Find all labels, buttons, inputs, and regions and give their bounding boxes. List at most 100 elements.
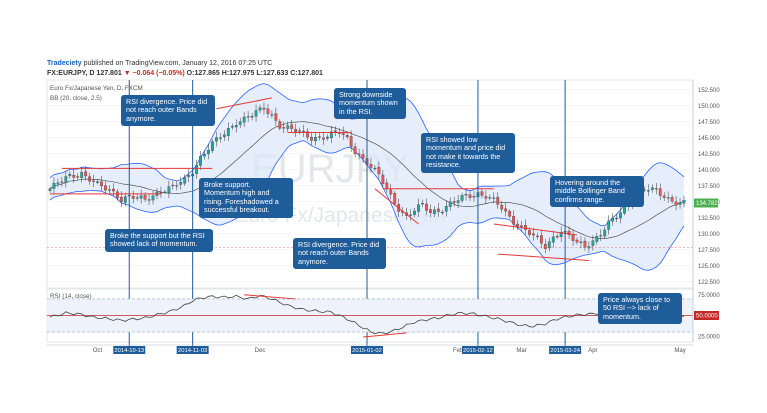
candle-body <box>480 191 484 196</box>
candle-body <box>619 212 622 219</box>
time-tick-label: Feb <box>453 348 464 354</box>
candle-body <box>135 197 139 199</box>
candle-body <box>199 155 202 166</box>
candle-body <box>207 150 210 155</box>
candle-body <box>524 224 527 230</box>
candle-body <box>123 196 127 203</box>
candle-body <box>425 203 428 211</box>
time-tick-label: Mar <box>516 348 526 354</box>
price-tick-label: 127.500 <box>698 248 720 254</box>
trend-line <box>493 223 578 236</box>
trend-line <box>497 253 589 261</box>
candle-body <box>222 134 226 138</box>
candle-body <box>318 136 321 138</box>
price-tick-label: 137.500 <box>698 184 720 190</box>
date-marker-tag <box>113 346 146 354</box>
candle-body <box>508 211 512 217</box>
candle-body <box>464 194 468 196</box>
price-tick-label: 125.000 <box>698 264 720 270</box>
candle-body <box>143 195 147 200</box>
candle-body <box>139 195 143 199</box>
candle-body <box>345 135 349 138</box>
candle-body <box>575 239 579 243</box>
published-text: published on TradingView.com, January 12… <box>83 60 273 67</box>
candle-body <box>322 137 325 140</box>
candle-body <box>56 182 60 184</box>
callout-rsi-divergence-bottom: RSI divergence. Price did not reach oute… <box>293 238 386 270</box>
publisher-name[interactable]: Tradeciety <box>47 60 82 67</box>
callout-rsi-divergence-top: RSI divergence. Price did not reach oute… <box>121 95 215 127</box>
price-tick-label: 140.000 <box>698 168 720 174</box>
candle-body <box>52 182 56 189</box>
time-tick-label: Apr <box>588 348 597 354</box>
candle-body <box>48 188 52 191</box>
candle-body <box>187 175 191 177</box>
price-tick-label: 145.000 <box>698 136 720 142</box>
candle-body <box>258 107 262 111</box>
candle-body <box>68 174 72 176</box>
candle-body <box>270 114 274 116</box>
candle-body <box>484 196 488 199</box>
callout-low-momentum: RSI showed low momentum and price did no… <box>421 133 515 173</box>
candle-body <box>282 127 286 129</box>
candle-body <box>539 235 543 244</box>
symbol: FX:EURJPY, D <box>47 70 95 77</box>
price-tick-label: 150.000 <box>698 104 720 110</box>
candle-body <box>215 137 218 142</box>
candle-body <box>409 214 412 216</box>
rsi-line <box>49 294 685 335</box>
date-marker-tag <box>461 346 494 354</box>
candles <box>48 102 686 254</box>
candle-body <box>115 191 119 199</box>
candle-body <box>349 136 353 147</box>
candle-body <box>567 230 571 235</box>
candle-body <box>512 216 515 225</box>
callout-downside-momentum: Strong downside momentum shown in the RS… <box>334 88 406 120</box>
candle-body <box>500 204 504 210</box>
date-marker-tag <box>549 346 582 354</box>
candle-body <box>310 136 313 141</box>
candle-body <box>516 223 519 227</box>
candle-body <box>436 208 440 212</box>
candle-body <box>658 188 662 196</box>
low-value: L:127.633 <box>256 70 289 77</box>
trend-line <box>216 97 272 110</box>
candle-body <box>230 126 234 128</box>
candle-body <box>543 243 547 249</box>
candle-body <box>286 125 290 129</box>
candle-body <box>381 174 385 185</box>
candle-body <box>254 110 258 117</box>
price-tick-label: 130.000 <box>698 232 720 238</box>
candle-body <box>163 191 167 193</box>
candle-body <box>294 129 298 132</box>
candle-body <box>682 200 686 204</box>
candle-body <box>195 165 198 174</box>
candle-body <box>112 188 115 192</box>
candle-body <box>599 235 603 237</box>
candle-body <box>96 181 99 183</box>
candle-body <box>242 116 246 123</box>
candle-body <box>611 217 615 222</box>
rsi-divergence-line <box>362 332 407 338</box>
candle-body <box>100 181 103 187</box>
symbol-info: FX:EURJPY, D 127.801 ▼ −0.064 (−0.05%) O… <box>47 70 323 77</box>
candle-body <box>444 205 448 212</box>
callout-broke-support: Broke support. Momentum high and rising.… <box>199 178 293 218</box>
candle-body <box>579 241 583 243</box>
candle-body <box>385 182 389 190</box>
candle-body <box>528 230 531 235</box>
candle-body <box>211 141 214 151</box>
candle-body <box>357 153 361 155</box>
bb-legend: BB (20, close, 2.5) <box>50 95 102 102</box>
candle-body <box>314 137 317 142</box>
date-marker-tag <box>351 346 383 354</box>
candle-body <box>603 229 607 237</box>
candle-body <box>496 196 500 205</box>
candle-body <box>595 236 599 242</box>
rsi-panel <box>47 294 693 338</box>
date-marker-label: 2015-02-12 <box>463 348 493 354</box>
candle-body <box>670 197 674 202</box>
candle-body <box>456 200 460 203</box>
candle-body <box>219 137 222 139</box>
candle-body <box>551 236 555 243</box>
